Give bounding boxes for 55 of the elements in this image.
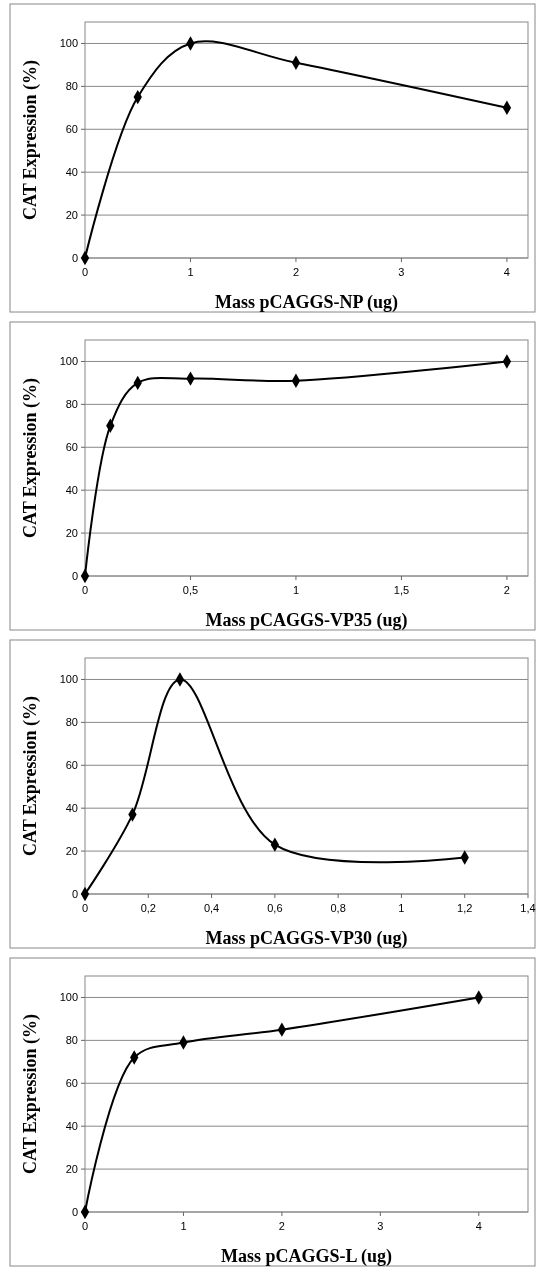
y-tick-label: 40 <box>65 166 78 179</box>
x-tick-label: 0,8 <box>330 902 346 914</box>
y-tick-label: 0 <box>71 887 78 900</box>
x-tick-label: 0,6 <box>267 902 283 914</box>
y-axis-title: CAT Expression (%) <box>20 59 41 221</box>
y-tick-label: 60 <box>65 1077 78 1090</box>
x-tick-label: 2 <box>503 584 510 596</box>
y-tick-label: 40 <box>65 1120 78 1133</box>
y-tick-label: 20 <box>65 526 78 539</box>
x-tick-label: 1,5 <box>393 584 410 596</box>
x-tick-label: 0,2 <box>140 902 156 914</box>
x-tick-label: 3 <box>398 266 405 278</box>
y-tick-label: 100 <box>59 991 78 1004</box>
x-tick-label: 0 <box>81 266 89 278</box>
y-tick-label: 60 <box>65 441 78 454</box>
y-tick-label: 40 <box>65 484 78 497</box>
x-tick-label: 1 <box>292 584 300 596</box>
y-tick-label: 0 <box>71 569 78 582</box>
x-tick-label: 0 <box>81 902 89 914</box>
y-tick-label: 80 <box>65 398 78 411</box>
x-tick-label: 2 <box>278 1220 285 1232</box>
x-tick-label: 1 <box>180 1220 187 1232</box>
x-tick-label: 1 <box>398 902 405 914</box>
x-tick-label: 1,4 <box>520 902 536 914</box>
x-axis-title: Mass pCAGGS-L (ug) <box>220 1246 393 1267</box>
y-tick-label: 20 <box>65 1162 78 1175</box>
y-tick-label: 20 <box>65 844 78 857</box>
x-axis-title: Mass pCAGGS-VP30 (ug) <box>205 928 408 949</box>
y-axis-title: CAT Expression (%) <box>20 377 41 539</box>
y-tick-label: 80 <box>65 80 78 93</box>
x-axis-title: Mass pCAGGS-VP35 (ug) <box>205 610 408 631</box>
y-axis-title: CAT Expression (%) <box>20 695 41 857</box>
y-tick-label: 80 <box>65 1034 78 1047</box>
y-tick-label: 0 <box>71 1205 78 1218</box>
y-tick-label: 0 <box>71 251 78 264</box>
x-tick-label: 0 <box>81 1220 89 1232</box>
x-tick-label: 1,2 <box>457 902 473 914</box>
x-tick-label: 0 <box>81 584 89 596</box>
y-tick-label: 100 <box>59 673 78 686</box>
x-tick-label: 1 <box>187 266 194 278</box>
x-axis-title: Mass pCAGGS-NP (ug) <box>214 292 399 313</box>
x-tick-label: 4 <box>475 1220 482 1232</box>
x-tick-label: 2 <box>292 266 300 278</box>
y-tick-label: 100 <box>59 355 78 368</box>
y-tick-label: 60 <box>65 759 78 772</box>
x-tick-label: 4 <box>503 266 510 278</box>
y-tick-label: 100 <box>59 37 78 50</box>
y-tick-label: 20 <box>65 208 78 221</box>
x-tick-label: 3 <box>377 1220 384 1232</box>
y-tick-label: 60 <box>65 123 78 136</box>
y-tick-label: 40 <box>65 802 78 815</box>
y-axis-title: CAT Expression (%) <box>20 1013 41 1175</box>
x-tick-label: 0,4 <box>203 902 220 914</box>
x-tick-label: 0,5 <box>182 584 199 596</box>
y-tick-label: 80 <box>65 716 78 729</box>
